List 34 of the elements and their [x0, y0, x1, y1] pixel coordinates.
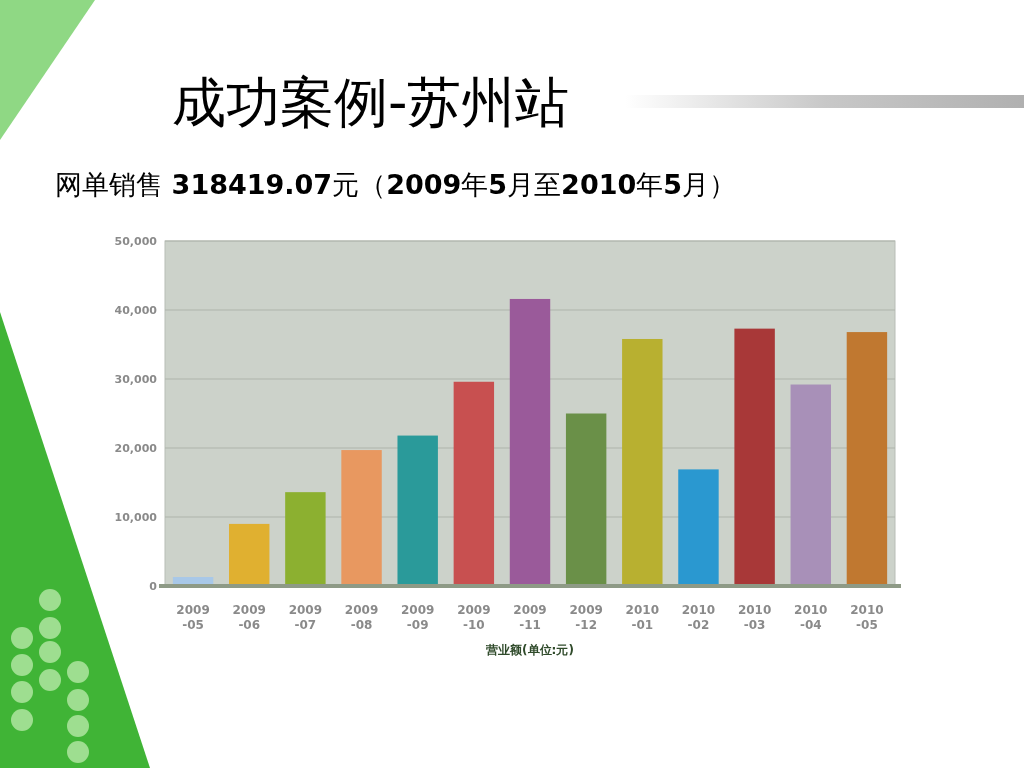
y-tick-label: 50,000: [114, 235, 158, 248]
y-tick-label: 20,000: [114, 442, 158, 455]
x-axis-title: 营业额(单位:元): [485, 643, 574, 657]
x-tick-label: 2010-03: [737, 603, 772, 632]
x-tick-label: 2009-09: [400, 603, 435, 632]
bar: [397, 435, 438, 586]
bar: [622, 338, 663, 586]
x-tick-label: 2010-01: [625, 603, 660, 632]
x-tick-label: 2009-06: [232, 603, 266, 632]
x-tick-label: 2010-05: [850, 603, 884, 632]
bar: [734, 328, 775, 586]
x-tick-label: 2009-12: [569, 603, 603, 632]
bar: [229, 523, 270, 586]
bar: [453, 381, 495, 586]
text: 网单销售 318419.07元（2009年5月至2010年5月）: [55, 169, 737, 200]
x-tick-label: 2010-04: [794, 603, 828, 632]
x-tick-label: 2010-02: [681, 603, 716, 632]
y-tick-label: 10,000: [114, 511, 158, 524]
bar: [341, 450, 382, 586]
chart-title: 成功案例-苏州站: [172, 71, 570, 134]
x-tick-label: 2009-08: [344, 603, 379, 632]
bar: [285, 492, 326, 586]
x-tick-label: 2009-07: [288, 603, 323, 632]
bar: [846, 332, 888, 586]
y-tick-label: 0: [149, 580, 158, 593]
bar: [509, 298, 551, 586]
bar: [565, 413, 607, 586]
y-tick-label: 40,000: [114, 304, 158, 317]
x-tick-label: 2009-05: [176, 603, 210, 632]
bar: [678, 469, 719, 586]
y-tick-label: 30,000: [114, 373, 158, 386]
x-tick-label: 2009-11: [513, 603, 547, 632]
bar: [790, 384, 831, 586]
x-tick-label: 2009-10: [457, 603, 491, 632]
